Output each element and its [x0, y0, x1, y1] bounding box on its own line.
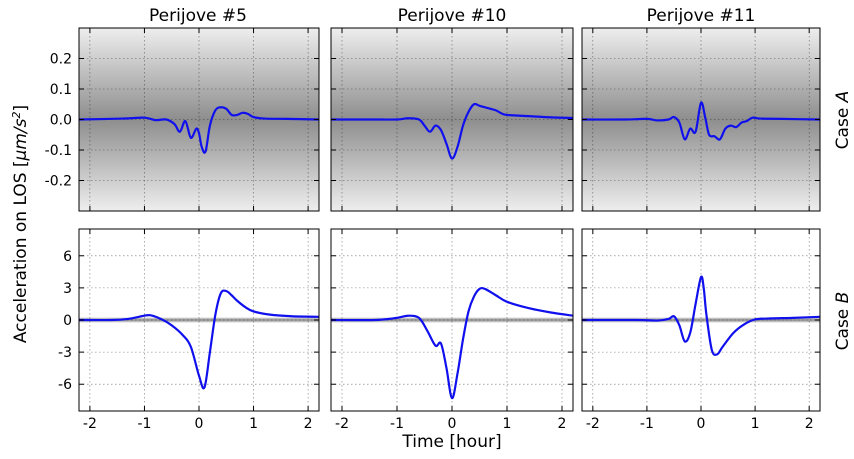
column-title-perijove-5: Perijove #5	[149, 6, 247, 26]
panel-b-2-series-line	[330, 286, 574, 400]
panel-b-3-series-line	[581, 275, 821, 356]
panel-b-2-xtick-label: 0	[448, 416, 457, 432]
panel-a-3-series-line	[581, 101, 821, 141]
panel-b-1-xtick-label: -2	[83, 416, 97, 432]
panel-b-2: -2 -1 0 1 2	[330, 228, 574, 432]
panel-a-1-ytick-label: 0.0	[50, 113, 72, 129]
panel-b-3-xtick-label: 0	[697, 416, 706, 432]
panel-b-1-ytick-label: 3	[63, 281, 72, 297]
panel-a-2-series-line	[331, 102, 574, 160]
panel-a-3	[581, 27, 821, 212]
panel-b-2-xtick-label: -2	[335, 416, 349, 432]
panel-b-1-xtick-label: 0	[195, 416, 204, 432]
panel-a-2	[330, 27, 574, 212]
panel-a-1-ytick-label: -0.1	[45, 143, 72, 159]
panel-b-3-uncertainty-band	[582, 317, 820, 323]
panel-b-2-xtick-label: -1	[390, 416, 404, 432]
panel-b-3-xtick-label: -1	[640, 416, 654, 432]
panel-b-3-xtick-label: 2	[805, 416, 814, 432]
panel-b-3-xtick-label: 1	[751, 416, 760, 432]
panel-b-1-xtick-label: 2	[304, 416, 313, 432]
panel-a-1-series-line	[78, 106, 320, 154]
row-label-case-a: Case A	[833, 91, 853, 150]
y-axis-label: Acceleration on LOS [μm/s2]	[10, 105, 31, 343]
row-label-case-b: Case B	[833, 292, 853, 351]
panel-b-3-xtick-label: -2	[586, 416, 600, 432]
panel-a-1-ytick-label: 0.1	[50, 82, 72, 98]
panel-b-1-xtick-label: 1	[249, 416, 258, 432]
column-title-perijove-11: Perijove #11	[647, 6, 756, 26]
panel-b-1-ytick-label: 0	[63, 313, 72, 329]
column-title-perijove-10: Perijove #10	[398, 6, 507, 26]
panel-b-1-series-line	[78, 289, 320, 390]
panel-a-1: -0.2 -0.1 0.0 0.1 0.2	[45, 27, 320, 212]
panel-b-1: -6 -3 0 3 6 -2 -1 0 1 2	[58, 228, 320, 432]
panel-a-1-ytick-label: -0.2	[45, 174, 72, 190]
panel-b-1-xtick-label: -1	[137, 416, 151, 432]
panel-a-1-ytick-label: 0.2	[50, 52, 72, 68]
panel-b-1-ytick-label: -6	[58, 377, 72, 393]
panel-b-2-xtick-label: 1	[503, 416, 512, 432]
panel-b-3: -2 -1 0 1 2	[581, 228, 821, 432]
panel-b-1-ytick-label: 6	[63, 249, 72, 265]
panel-b-1-ytick-label: -3	[58, 345, 72, 361]
x-axis-label: Time [hour]	[401, 432, 501, 452]
panel-b-2-xtick-label: 2	[558, 416, 567, 432]
